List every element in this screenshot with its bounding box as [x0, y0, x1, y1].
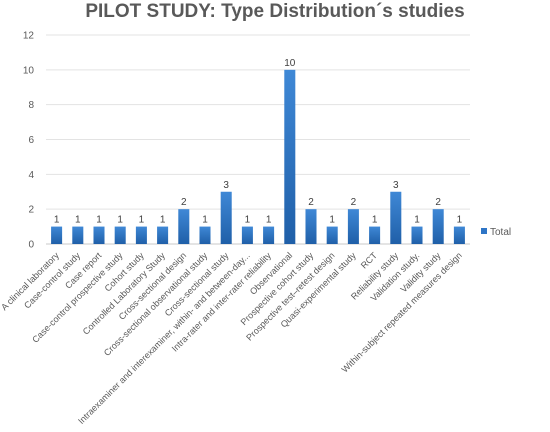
bar [93, 226, 105, 244]
data-label: 1 [414, 215, 420, 226]
bar [199, 226, 211, 244]
bar [72, 226, 84, 244]
legend: Total [481, 227, 511, 238]
bar [51, 226, 63, 244]
bar [241, 226, 253, 244]
data-label: 2 [308, 197, 314, 208]
chart-title: PILOT STUDY: Type Distribution´s studies [85, 1, 464, 22]
data-labels: 1 1 1 1 1 1 2 1 3 1 1 10 2 1 2 1 3 1 2 1 [54, 58, 463, 226]
data-label: 1 [96, 215, 102, 226]
bar [453, 226, 465, 244]
bar [220, 191, 232, 244]
data-label: 1 [329, 215, 335, 226]
data-label: 2 [181, 197, 187, 208]
data-label: 1 [245, 215, 251, 226]
bar [114, 226, 126, 244]
data-label: 1 [457, 215, 463, 226]
data-label: 1 [117, 215, 123, 226]
y-tick-label: 2 [28, 205, 34, 216]
bar [263, 226, 275, 244]
bars [51, 69, 465, 244]
bar [326, 226, 338, 244]
bar [284, 69, 296, 244]
data-label: 1 [54, 215, 60, 226]
data-label: 3 [223, 180, 229, 191]
data-label: 1 [75, 215, 81, 226]
y-tick-label: 10 [23, 65, 35, 76]
y-tick-label: 6 [28, 135, 34, 146]
y-tick-label: 4 [28, 170, 34, 181]
legend-label-total: Total [490, 227, 511, 238]
legend-swatch-total [481, 228, 487, 234]
y-tick-label: 0 [28, 240, 34, 251]
data-label: 2 [351, 197, 357, 208]
data-label: 10 [284, 58, 296, 69]
data-label: 1 [266, 215, 272, 226]
gridlines [46, 34, 470, 245]
data-label: 3 [393, 180, 399, 191]
y-axis-tick-labels: 0 2 4 6 8 10 12 [23, 31, 35, 251]
y-tick-label: 12 [23, 31, 35, 42]
bar [432, 209, 444, 244]
data-label: 1 [202, 215, 208, 226]
bar [305, 209, 317, 244]
bar [411, 226, 423, 244]
y-tick-label: 8 [28, 100, 34, 111]
bar [347, 209, 359, 244]
bar [157, 226, 169, 244]
data-label: 1 [139, 215, 145, 226]
data-label: 1 [372, 215, 378, 226]
bar [178, 209, 190, 244]
bar [369, 226, 381, 244]
bar [390, 191, 402, 244]
data-label: 1 [160, 215, 166, 226]
bar [135, 226, 147, 244]
data-label: 2 [435, 197, 441, 208]
